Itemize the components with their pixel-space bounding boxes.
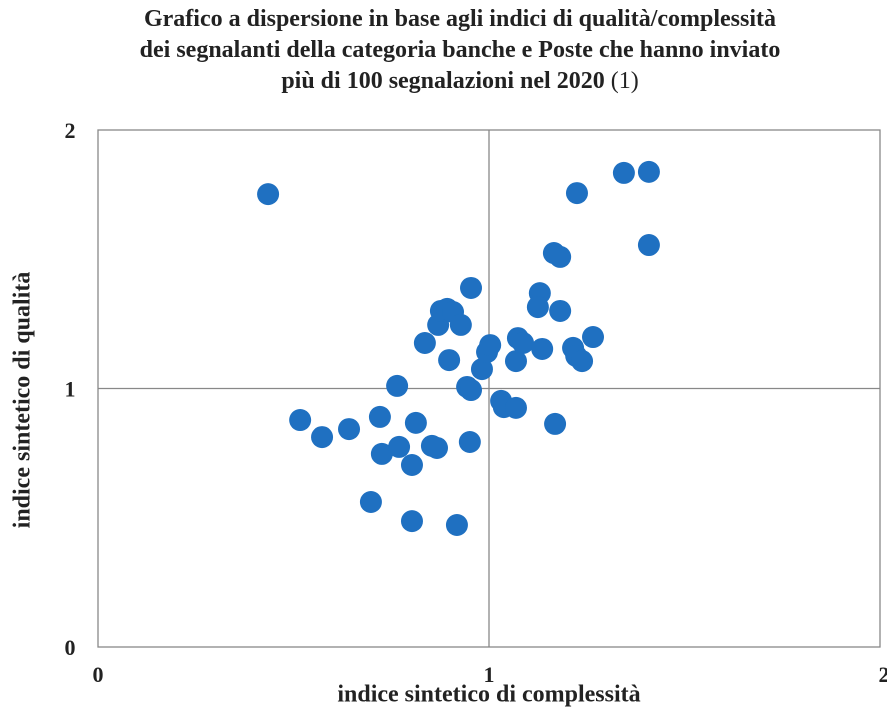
point xyxy=(638,234,660,256)
point xyxy=(414,332,436,354)
chart-title: più di 100 segnalazioni nel 2020 (1) xyxy=(281,68,638,94)
y-axis-label: indice sintetico di qualità xyxy=(10,272,36,529)
point xyxy=(401,454,423,476)
point xyxy=(446,514,468,536)
chart-title-note: (1) xyxy=(611,68,639,94)
chart-title-line: più di 100 segnalazioni nel 2020 xyxy=(281,68,604,94)
point xyxy=(388,436,410,458)
point xyxy=(549,300,571,322)
chart-title: dei segnalanti della categoria banche e … xyxy=(140,37,781,63)
point xyxy=(311,426,333,448)
point xyxy=(426,437,448,459)
point xyxy=(405,412,427,434)
point xyxy=(459,431,481,453)
point xyxy=(460,379,482,401)
point xyxy=(460,277,482,299)
chart-title-line: Grafico a dispersione in base agli indic… xyxy=(144,6,776,32)
y-tick-label: 1 xyxy=(65,377,76,402)
point xyxy=(544,413,566,435)
point xyxy=(613,162,635,184)
point xyxy=(505,397,527,419)
point xyxy=(289,409,311,431)
point xyxy=(257,183,279,205)
point xyxy=(479,334,501,356)
point xyxy=(338,418,360,440)
point xyxy=(401,510,423,532)
point xyxy=(369,406,391,428)
point xyxy=(638,161,660,183)
x-tick-label: 2 xyxy=(879,662,887,687)
point xyxy=(386,375,408,397)
point xyxy=(549,246,571,268)
x-tick-label: 0 xyxy=(93,662,104,687)
point xyxy=(450,314,472,336)
point xyxy=(582,326,604,348)
point xyxy=(531,338,553,360)
y-tick-label: 0 xyxy=(65,635,76,660)
point xyxy=(571,350,593,372)
y-tick-label: 2 xyxy=(65,118,76,143)
chart-title-line: dei segnalanti della categoria banche e … xyxy=(140,37,781,63)
point xyxy=(438,349,460,371)
point xyxy=(360,491,382,513)
point xyxy=(512,332,534,354)
point xyxy=(527,296,549,318)
point xyxy=(566,182,588,204)
chart-title: Grafico a dispersione in base agli indic… xyxy=(144,6,776,32)
x-tick-label: 1 xyxy=(484,662,495,687)
